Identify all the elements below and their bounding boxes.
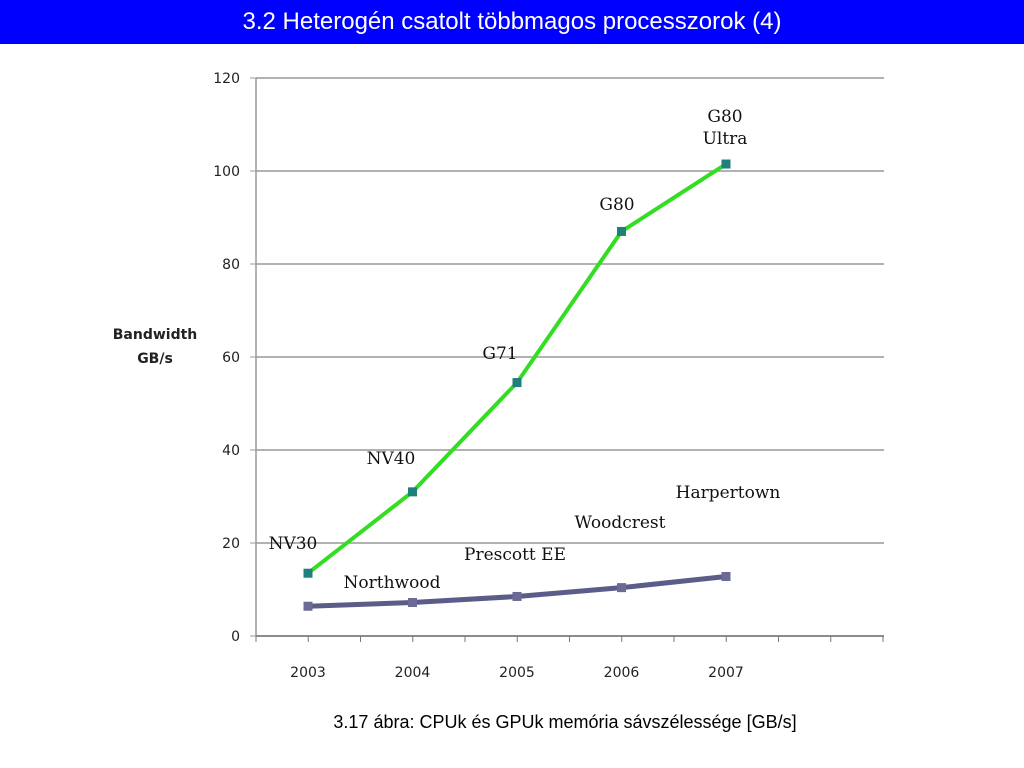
y-tick-label: 20 (222, 536, 240, 552)
x-tick-label: 2004 (395, 665, 431, 681)
cpu-series-marker (512, 591, 522, 601)
y-tick-label: 100 (213, 164, 240, 180)
gpu-series-marker (303, 568, 313, 578)
x-tick-label: 2007 (708, 665, 744, 681)
x-tick-label: 2005 (499, 665, 535, 681)
x-tick-label: 2006 (604, 665, 640, 681)
gpu-series-marker (721, 159, 731, 169)
cpu-point-label: Harpertown (676, 483, 781, 503)
gpu-point-label: G80 (707, 107, 742, 127)
cpu-series-marker (721, 571, 731, 581)
gpu-series-line (306, 162, 728, 576)
cpu-point-label: Woodcrest (575, 513, 666, 533)
y-tick-label: 0 (231, 629, 240, 645)
cpu-series-marker (303, 601, 313, 611)
gpu-point-label: NV30 (269, 534, 318, 554)
cpu-point-label: Northwood (344, 573, 441, 593)
y-axis-title: GB/s (137, 351, 173, 367)
slide-title: 3.2 Heterogén csatolt többmagos processz… (0, 0, 1024, 44)
gpu-point-label: Ultra (703, 129, 748, 149)
gpu-series-marker (512, 378, 522, 388)
gpu-series-marker (408, 487, 417, 497)
figure-caption: 3.17 ábra: CPUk és GPUk memória sávszéle… (333, 712, 797, 732)
y-tick-label: 80 (222, 257, 240, 273)
gpu-point-label: NV40 (367, 449, 416, 469)
gpu-series-marker (617, 226, 626, 236)
gpu-point-label: G71 (482, 344, 517, 364)
y-tick-label: 40 (222, 443, 240, 459)
bandwidth-chart: 0 20 40 60 80 100 120 2003 2004 2005 2006 2007 Bandw… (113, 71, 884, 681)
cpu-series-marker (617, 583, 626, 593)
gpu-point-label: G80 (599, 195, 634, 215)
y-tick-label: 120 (213, 71, 240, 87)
cpu-series-marker (408, 598, 417, 608)
x-tick-label: 2003 (290, 665, 326, 681)
y-axis-title: Bandwidth (113, 327, 198, 343)
y-tick-label: 60 (222, 350, 240, 366)
cpu-point-label: Prescott EE (464, 545, 566, 565)
